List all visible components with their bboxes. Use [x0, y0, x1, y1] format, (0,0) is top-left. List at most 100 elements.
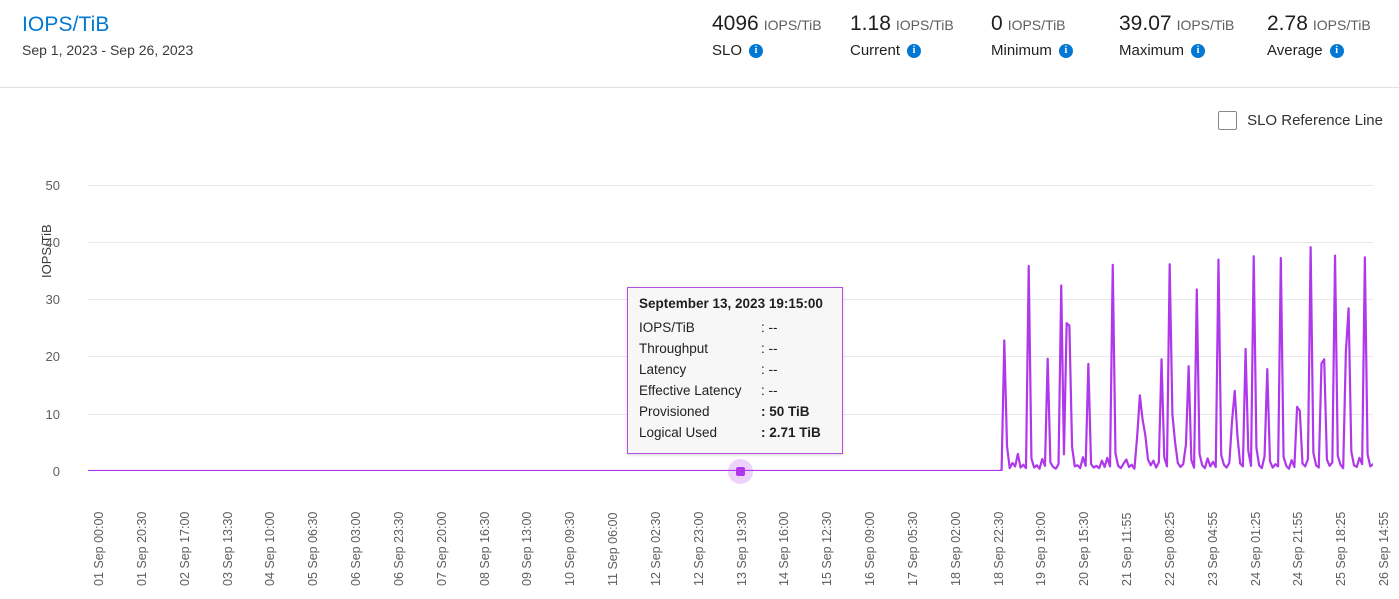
- x-axis-tick-label: 06 Sep 23:30: [391, 511, 406, 586]
- info-icon[interactable]: [749, 43, 764, 58]
- chart-header: IOPS/TiB Sep 1, 2023 - Sep 26, 2023 4096…: [0, 0, 1399, 88]
- stat-current-top: 1.18 IOPS/TiB: [850, 11, 991, 37]
- y-axis-tick-label: 40: [45, 234, 60, 250]
- stat-average-value: 2.78: [1267, 12, 1308, 35]
- info-icon[interactable]: [1329, 43, 1344, 58]
- y-axis-tick-label: 20: [45, 349, 60, 365]
- x-axis-tick-label: 23 Sep 04:55: [1205, 511, 1220, 586]
- stat-minimum-label: Minimum: [991, 42, 1052, 59]
- stat-minimum-value: 0: [991, 12, 1003, 35]
- tooltip-title: September 13, 2023 19:15:00: [639, 296, 823, 311]
- x-axis-tick-label: 12 Sep 23:00: [691, 511, 706, 586]
- x-axis-tick-label: 22 Sep 08:25: [1162, 511, 1177, 586]
- y-axis-title: IOPS/TiB: [39, 224, 54, 278]
- stat-slo-bottom: SLO: [712, 41, 850, 61]
- stat-maximum: 39.07 IOPS/TiB Maximum: [1119, 11, 1267, 61]
- tooltip-row: IOPS/TiB : --: [639, 317, 831, 338]
- stat-current-unit: IOPS/TiB: [895, 17, 954, 33]
- stat-maximum-bottom: Maximum: [1119, 41, 1267, 61]
- tooltip-row-value: : 2.71 TiB: [761, 425, 821, 440]
- stat-average-label: Average: [1267, 42, 1323, 59]
- stat-average-bottom: Average: [1267, 41, 1397, 61]
- x-axis-tick-label: 19 Sep 19:00: [1034, 511, 1049, 586]
- tooltip-row-value: : --: [761, 320, 778, 335]
- x-axis-tick-label: 11 Sep 06:00: [606, 512, 620, 586]
- x-axis-tick-label: 26 Sep 14:55: [1377, 511, 1391, 586]
- tooltip-rows: IOPS/TiB: -- Throughput: -- Latency: -- Eff…: [639, 317, 831, 443]
- x-axis-tick-label: 24 Sep 21:55: [1291, 511, 1306, 586]
- stat-maximum-value: 39.07: [1119, 12, 1172, 35]
- tooltip-row-value: : --: [761, 362, 778, 377]
- title-block: IOPS/TiB Sep 1, 2023 - Sep 26, 2023: [22, 12, 193, 60]
- x-axis-tick-label: 12 Sep 02:30: [648, 511, 663, 586]
- slo-reference-line-checkbox[interactable]: [1218, 111, 1238, 130]
- tooltip-row: Effective Latency : --: [639, 380, 831, 401]
- stat-average-unit: IOPS/TiB: [1312, 17, 1371, 33]
- stat-average: 2.78 IOPS/TiB Average: [1267, 11, 1397, 61]
- tooltip-row: Logical Used : 2.71 TiB: [639, 422, 831, 443]
- x-axis-tick-label: 06 Sep 03:00: [349, 511, 363, 586]
- stat-current-value: 1.18: [850, 12, 891, 35]
- x-axis-tick-label: 10 Sep 09:30: [563, 511, 578, 586]
- x-axis-tick-label: 16 Sep 09:00: [863, 511, 877, 586]
- tooltip-row-value: : --: [761, 383, 778, 398]
- stat-slo-label: SLO: [712, 42, 743, 59]
- stat-minimum-top: 0 IOPS/TiB: [991, 11, 1119, 37]
- hover-tooltip: September 13, 2023 19:15:00 IOPS/TiB : --…: [627, 287, 843, 454]
- x-axis-tick-label: 14 Sep 16:00: [777, 511, 792, 586]
- tooltip-row-key: Latency: [639, 362, 687, 377]
- info-icon[interactable]: [1058, 43, 1073, 58]
- x-axis-tick-label: 08 Sep 16:30: [477, 511, 492, 586]
- gridline: [88, 184, 1373, 186]
- stat-minimum-bottom: Minimum: [991, 41, 1119, 61]
- stat-maximum-top: 39.07 IOPS/TiB: [1119, 11, 1267, 37]
- summary-stats: 4096 IOPS/TiB SLO 1.18 IOPS/TiB Current: [712, 11, 1397, 61]
- slo-reference-line-label: SLO Reference Line: [1247, 112, 1383, 129]
- page-title[interactable]: IOPS/TiB: [22, 13, 110, 36]
- x-axis-tick-label: 15 Sep 12:30: [820, 511, 835, 586]
- tooltip-row-key: Effective Latency: [639, 383, 742, 398]
- hover-point-marker[interactable]: [728, 459, 753, 484]
- stat-average-top: 2.78 IOPS/TiB: [1267, 11, 1397, 37]
- slo-reference-line-toggle[interactable]: SLO Reference Line: [1218, 111, 1383, 130]
- tooltip-row: Latency : --: [639, 359, 831, 380]
- tooltip-row-key: IOPS/TiB: [639, 320, 695, 335]
- x-axis-tick-label: 01 Sep 00:00: [92, 511, 106, 586]
- x-axis-labels: 01 Sep 00:00 01 Sep 20:30 02 Sep 17:00 03 S…: [0, 476, 1399, 591]
- stat-maximum-unit: IOPS/TiB: [1176, 17, 1235, 33]
- x-axis-tick-label: 20 Sep 15:30: [1077, 511, 1092, 586]
- tooltip-row-value: : --: [761, 341, 778, 356]
- x-axis-tick-label: 18 Sep 02:00: [948, 511, 963, 586]
- tooltip-row-key: Logical Used: [639, 425, 718, 440]
- stat-slo: 4096 IOPS/TiB SLO: [712, 11, 850, 61]
- x-axis-tick-label: 05 Sep 06:30: [306, 511, 321, 586]
- stat-slo-value: 4096: [712, 12, 759, 35]
- stat-slo-top: 4096 IOPS/TiB: [712, 11, 850, 37]
- x-axis-tick-label: 18 Sep 22:30: [991, 511, 1006, 586]
- gridline: [88, 241, 1373, 243]
- x-axis-tick-label: 09 Sep 13:00: [520, 511, 535, 586]
- stat-maximum-label: Maximum: [1119, 42, 1185, 59]
- tooltip-row-value: : 50 TiB: [761, 404, 810, 419]
- info-icon[interactable]: [1191, 43, 1206, 58]
- iops-series-line: [88, 246, 1373, 471]
- x-axis-tick-label: 02 Sep 17:00: [177, 511, 192, 586]
- y-axis-tick-label: 50: [45, 177, 60, 193]
- x-axis-tick-label: 01 Sep 20:30: [134, 511, 149, 586]
- x-axis-tick-label: 13 Sep 19:30: [734, 511, 749, 586]
- x-axis-tick-label: 07 Sep 20:00: [434, 511, 449, 586]
- x-axis-tick-label: 25 Sep 18:25: [1334, 511, 1349, 586]
- stat-current: 1.18 IOPS/TiB Current: [850, 11, 991, 61]
- x-axis-tick-label: 17 Sep 05:30: [905, 511, 920, 586]
- tooltip-row-key: Throughput: [639, 341, 709, 356]
- x-axis-tick-label: 04 Sep 10:00: [263, 511, 278, 586]
- x-axis-tick-label: 24 Sep 01:25: [1248, 511, 1263, 586]
- y-axis-tick-label: 30: [45, 292, 60, 308]
- info-icon[interactable]: [907, 43, 922, 58]
- tooltip-row-key: Provisioned: [639, 404, 710, 419]
- stat-slo-unit: IOPS/TiB: [763, 17, 822, 33]
- y-axis-tick-label: 10: [45, 406, 60, 422]
- tooltip-row: Provisioned : 50 TiB: [639, 401, 831, 422]
- date-range-subtitle: Sep 1, 2023 - Sep 26, 2023: [22, 42, 194, 58]
